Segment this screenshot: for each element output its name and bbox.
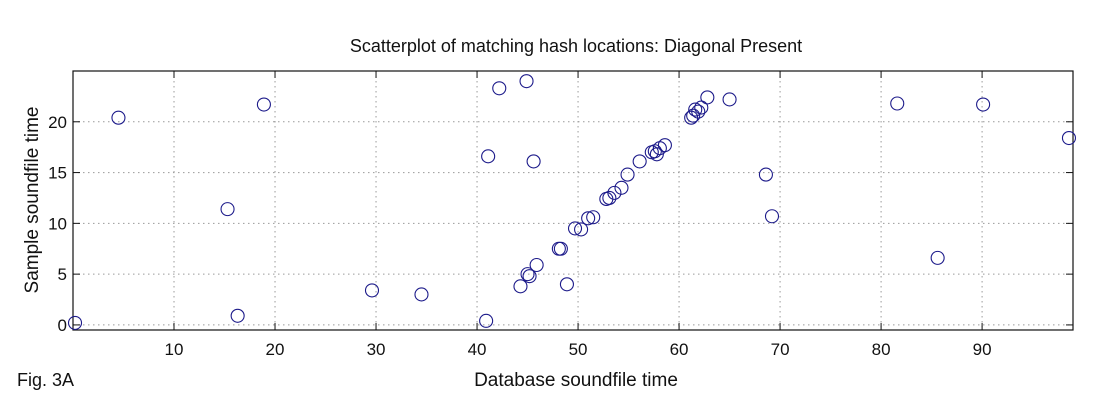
data-point [976, 97, 991, 112]
data-point [700, 90, 715, 105]
data-point [414, 287, 429, 302]
data-point [364, 283, 380, 298]
data-point [256, 97, 271, 112]
figure-label: Fig. 3A [17, 370, 74, 390]
x-tick-label: 60 [670, 340, 689, 359]
data-point [607, 185, 622, 200]
x-tick-label: 20 [266, 340, 285, 359]
data-point [586, 210, 601, 225]
data-point [553, 241, 568, 256]
data-point [519, 74, 534, 89]
data-point [220, 202, 235, 217]
x-tick-label: 10 [165, 340, 184, 359]
data-point [890, 96, 905, 111]
data-point [930, 250, 945, 265]
data-point [513, 279, 528, 294]
y-tick-label: 10 [48, 214, 67, 233]
data-point [559, 277, 574, 292]
data-point [620, 167, 635, 182]
data-point [67, 315, 83, 330]
y-tick-label: 0 [58, 316, 67, 335]
x-tick-label: 50 [569, 340, 588, 359]
data-point [691, 104, 706, 119]
axis-ticks: 10 20 30 40 50 60 70 80 90 0 5 10 15 20 [48, 71, 1073, 359]
data-point [111, 110, 126, 125]
x-tick-label: 30 [367, 340, 386, 359]
x-tick-label: 90 [973, 340, 992, 359]
data-point [230, 308, 245, 323]
data-point [574, 222, 589, 237]
x-tick-label: 40 [468, 340, 487, 359]
data-point [529, 257, 544, 273]
data-point [522, 269, 537, 284]
data-point [526, 154, 541, 169]
grid-lines [73, 71, 1073, 330]
plot-area-frame [72, 70, 1074, 331]
x-tick-label: 70 [771, 340, 790, 359]
data-point [479, 313, 494, 328]
data-point [686, 108, 701, 123]
y-tick-label: 15 [48, 164, 67, 183]
data-point [722, 92, 737, 107]
data-points [67, 74, 1077, 330]
data-point [481, 149, 496, 164]
data-point [694, 100, 709, 115]
y-tick-label: 5 [58, 265, 67, 284]
data-point [688, 102, 703, 117]
data-point [602, 190, 617, 206]
y-axis-label: Sample soundfile time [22, 107, 43, 294]
data-point [657, 138, 672, 153]
data-point [581, 211, 596, 226]
data-point [764, 209, 780, 224]
y-tick-label: 20 [48, 113, 67, 132]
data-point [632, 154, 647, 169]
chart-title: Scatterplot of matching hash locations: … [350, 36, 802, 56]
data-point [567, 221, 583, 236]
x-tick-label: 80 [872, 340, 891, 359]
data-point [520, 267, 535, 282]
data-point [614, 180, 629, 195]
data-point [758, 167, 773, 182]
data-point [1061, 130, 1077, 146]
x-axis-label: Database soundfile time [474, 370, 678, 391]
data-point [492, 81, 507, 96]
